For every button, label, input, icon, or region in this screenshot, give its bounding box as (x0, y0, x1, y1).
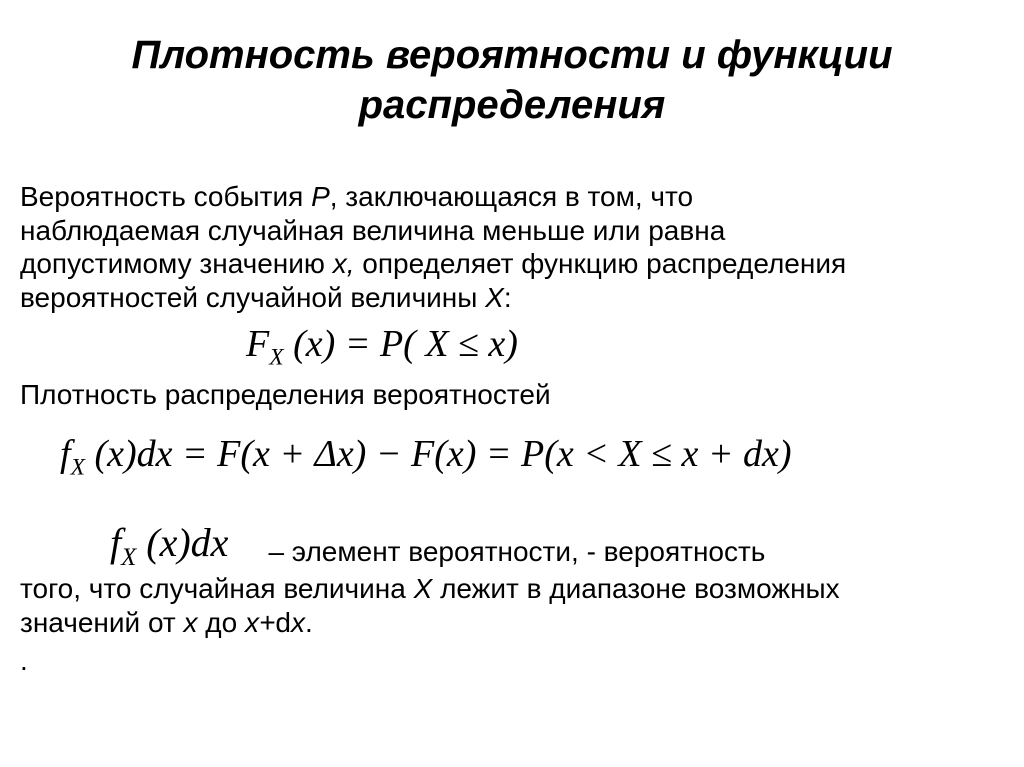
final-period: . (20, 645, 1004, 677)
f1-a: F (246, 323, 269, 365)
p3-l3c: d (275, 607, 291, 638)
p3-l3b: до (205, 607, 245, 638)
p1-l4b: : (504, 282, 512, 313)
final-dot: . (20, 645, 28, 676)
p3-inline: – элемент вероятности, - вероятность (268, 535, 765, 569)
paragraph-3: того, что случайная величина Х лежит в д… (20, 572, 1004, 639)
f1-b: (x) = P( X ≤ x) (284, 323, 518, 365)
p3-l2b: лежит в диапазоне возможных (440, 573, 840, 604)
p1-l1a: Вероятность события (20, 181, 311, 212)
paragraph-1: Вероятность события Р, заключающаяся в т… (20, 180, 1004, 314)
formula-density: fX (x)dx = F(x + Δx) − F(x) = P(x < X ≤ … (20, 432, 1004, 482)
p1-l3b: определяет функцию распределения (362, 248, 846, 279)
p3-l3a: значений от (20, 607, 184, 638)
p1-l2: наблюдаемая случайная величина меньше ил… (20, 215, 725, 246)
title-line-2: распределения (359, 83, 666, 127)
p1-l3-var: х, (333, 248, 363, 279)
p3-l3-var1: х (184, 607, 206, 638)
f3-sub: X (121, 544, 136, 571)
f2-b: (x)dx = F(x + Δx) − F(x) = P(x < X ≤ x +… (85, 433, 792, 475)
f3-b: (x)dx (136, 520, 228, 565)
f2-sub: X (71, 454, 85, 480)
f1-sub: X (269, 345, 283, 371)
p3-l2a: того, что случайная величина (20, 573, 414, 604)
formula-element: fX (x)dx (20, 519, 258, 572)
slide-title: Плотность вероятности и функции распреде… (20, 30, 1004, 130)
f3-a: f (110, 520, 121, 565)
p3-l3-var3: х (291, 607, 305, 638)
p3-l2-var: Х (414, 573, 440, 604)
paragraph-2: Плотность распределения вероятностей (20, 378, 1004, 412)
formula-cdf: FX (x) = P( X ≤ x) (20, 322, 1004, 372)
p3-l3d: . (305, 607, 313, 638)
inline-row: fX (x)dx – элемент вероятности, - вероят… (20, 519, 1004, 572)
p1-l1-var: Р (311, 181, 330, 212)
p3-l3-var2: х+ (245, 607, 275, 638)
p3-inline-text: – элемент вероятности, - вероятность (268, 536, 765, 567)
p1-l4a: вероятностей случайной величины (20, 282, 485, 313)
p1-l1b: , заключающаяся в том, что (330, 181, 693, 212)
p1-l3a: допустимому значению (20, 248, 333, 279)
f2-a: f (60, 433, 71, 475)
p1-l4-var: Х (485, 282, 504, 313)
title-line-1: Плотность вероятности и функции (131, 33, 892, 77)
p2-text: Плотность распределения вероятностей (20, 379, 551, 410)
slide: Плотность вероятности и функции распреде… (0, 0, 1024, 767)
